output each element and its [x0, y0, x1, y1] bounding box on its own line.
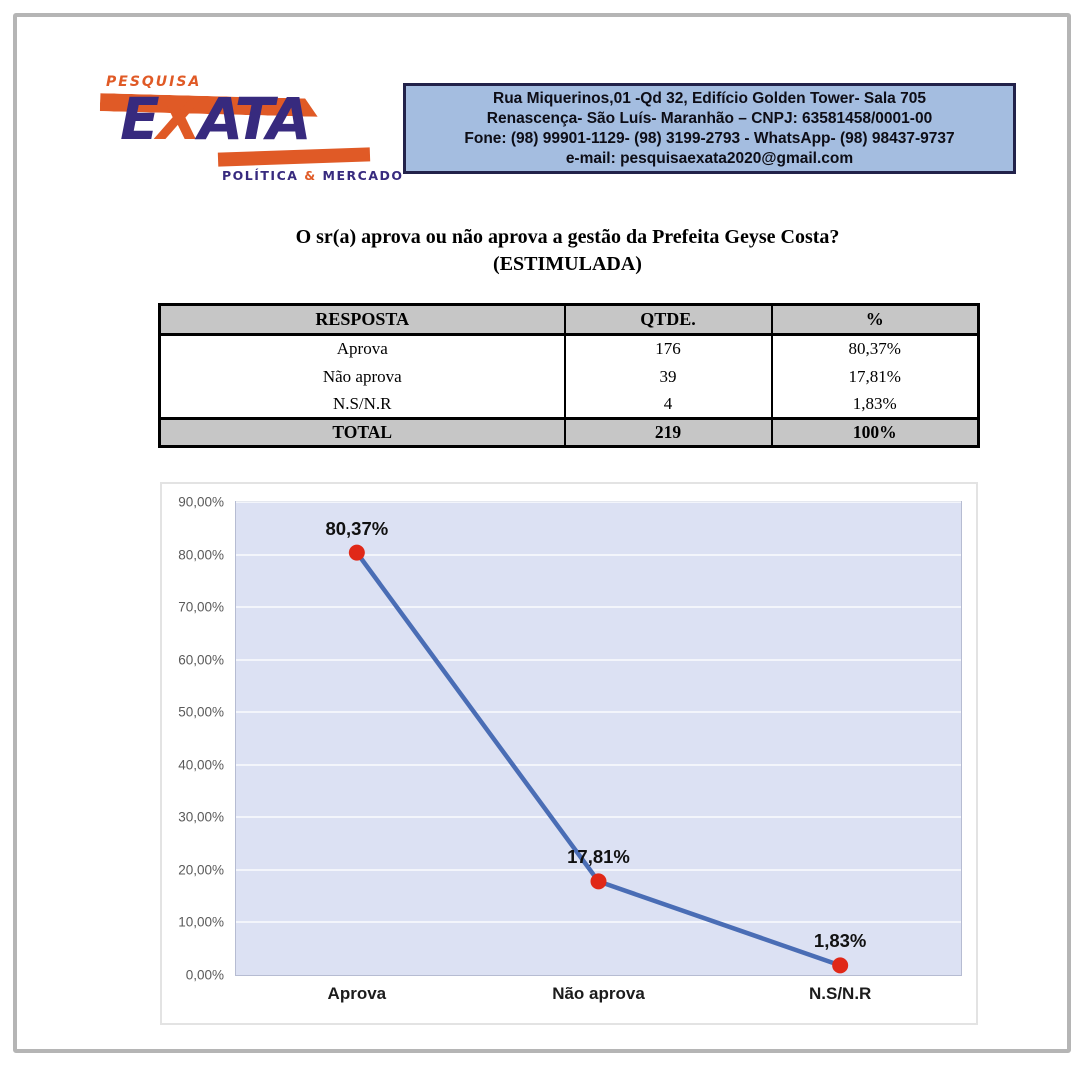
page-border: [13, 13, 1071, 1053]
data-point-marker: [590, 873, 607, 890]
data-point-label: 80,37%: [325, 517, 389, 539]
cell-percent: 1,83%: [770, 390, 980, 419]
address-line-1: Rua Miquerinos,01 -Qd 32, Edifício Golde…: [493, 89, 926, 107]
gridline: [236, 606, 961, 609]
total-qtde: 219: [563, 417, 773, 447]
gridline: [236, 658, 961, 661]
data-point-marker: [348, 544, 365, 561]
table-total-row: TOTAL 219 100%: [158, 417, 980, 447]
y-tick-label: 50,00%: [178, 704, 224, 720]
y-tick-label: 30,00%: [178, 809, 224, 825]
gridline: [236, 763, 961, 766]
gridline: [236, 868, 961, 871]
y-tick-label: 60,00%: [178, 652, 224, 668]
results-table: RESPOSTA QTDE. % Aprova 176 80,37% Não a…: [158, 303, 980, 448]
y-tick-label: 20,00%: [178, 862, 224, 878]
cell-resposta: Aprova: [158, 334, 566, 363]
gridline: [236, 501, 961, 503]
table-row: N.S/N.R 4 1,83%: [158, 390, 980, 419]
logo-letter-e: E: [120, 85, 160, 153]
pesquisa-exata-logo: PESQUISA EXATA POLÍTICA & MERCADO: [100, 72, 402, 190]
logo-pesquisa-label: PESQUISA: [106, 74, 202, 90]
address-line-2: Renascença- São Luís- Maranhão – CNPJ: 6…: [486, 109, 933, 127]
series-line: [354, 550, 843, 968]
logo-letter-x: X: [156, 85, 202, 153]
total-percent: 100%: [770, 417, 980, 447]
gridline: [236, 553, 961, 556]
gridline: [236, 711, 961, 714]
gridline: [236, 921, 961, 924]
address-line-3: Fone: (98) 99901-1129- (98) 3199-2793 - …: [464, 129, 955, 147]
survey-question-title: O sr(a) aprova ou não aprova a gestão da…: [140, 224, 995, 278]
cell-percent: 80,37%: [770, 334, 980, 363]
cell-qtde: 4: [563, 390, 773, 419]
cell-qtde: 176: [563, 334, 773, 363]
question-qualifier: (ESTIMULADA): [493, 253, 642, 275]
gridline: [236, 816, 961, 819]
address-line-4: e-mail: pesquisaexata2020@gmail.com: [565, 149, 854, 167]
question-text: O sr(a) aprova ou não aprova a gestão da…: [295, 226, 840, 248]
logo-tagline-ampersand: &: [304, 168, 317, 183]
logo-wordmark: EXATA: [120, 85, 312, 153]
header-qtde: QTDE.: [563, 304, 773, 336]
logo-tagline-mercado: MERCADO: [316, 168, 404, 183]
x-axis-labels: Aprova Não aprova N.S/N.R: [236, 984, 961, 1008]
header-percent: %: [770, 304, 980, 336]
cell-percent: 17,81%: [770, 362, 980, 391]
y-tick-label: 40,00%: [178, 757, 224, 773]
logo-tagline: POLÍTICA & MERCADO: [222, 168, 404, 183]
y-tick-label: 80,00%: [178, 547, 224, 563]
data-point-label: 17,81%: [567, 846, 630, 868]
table-header-row: RESPOSTA QTDE. %: [158, 304, 980, 336]
x-category-label: N.S/N.R: [808, 984, 872, 1003]
y-tick-label: 10,00%: [178, 914, 224, 930]
y-tick-label: 70,00%: [178, 599, 224, 615]
header-resposta: RESPOSTA: [158, 304, 566, 336]
table-row: Não aprova 39 17,81%: [158, 362, 980, 391]
table-row: Aprova 176 80,37%: [158, 334, 980, 363]
line-series: [348, 544, 849, 974]
company-address-box: Rua Miquerinos,01 -Qd 32, Edifício Golde…: [403, 83, 1016, 174]
logo-tagline-politica: POLÍTICA: [222, 168, 305, 183]
cell-resposta: Não aprova: [158, 362, 566, 391]
plot-area: 80,37% 17,81% 1,83%: [236, 501, 961, 975]
cell-resposta: N.S/N.R: [158, 390, 566, 419]
x-category-label: Aprova: [327, 984, 387, 1003]
data-point-marker: [832, 957, 849, 974]
x-category-label: Não aprova: [552, 984, 645, 1003]
approval-line-chart: 0,00% 10,00% 20,00% 30,00% 40,00% 50,00% 60,00…: [160, 482, 978, 1025]
y-tick-label: 90,00%: [178, 494, 224, 510]
y-axis-labels: 0,00% 10,00% 20,00% 30,00% 40,00% 50,00% 60,00…: [162, 495, 224, 983]
total-label: TOTAL: [158, 417, 566, 447]
data-point-label: 1,83%: [813, 930, 867, 952]
y-tick-label: 0,00%: [185, 967, 224, 983]
logo-letters-ata: ATA: [198, 85, 311, 153]
cell-qtde: 39: [563, 362, 773, 391]
